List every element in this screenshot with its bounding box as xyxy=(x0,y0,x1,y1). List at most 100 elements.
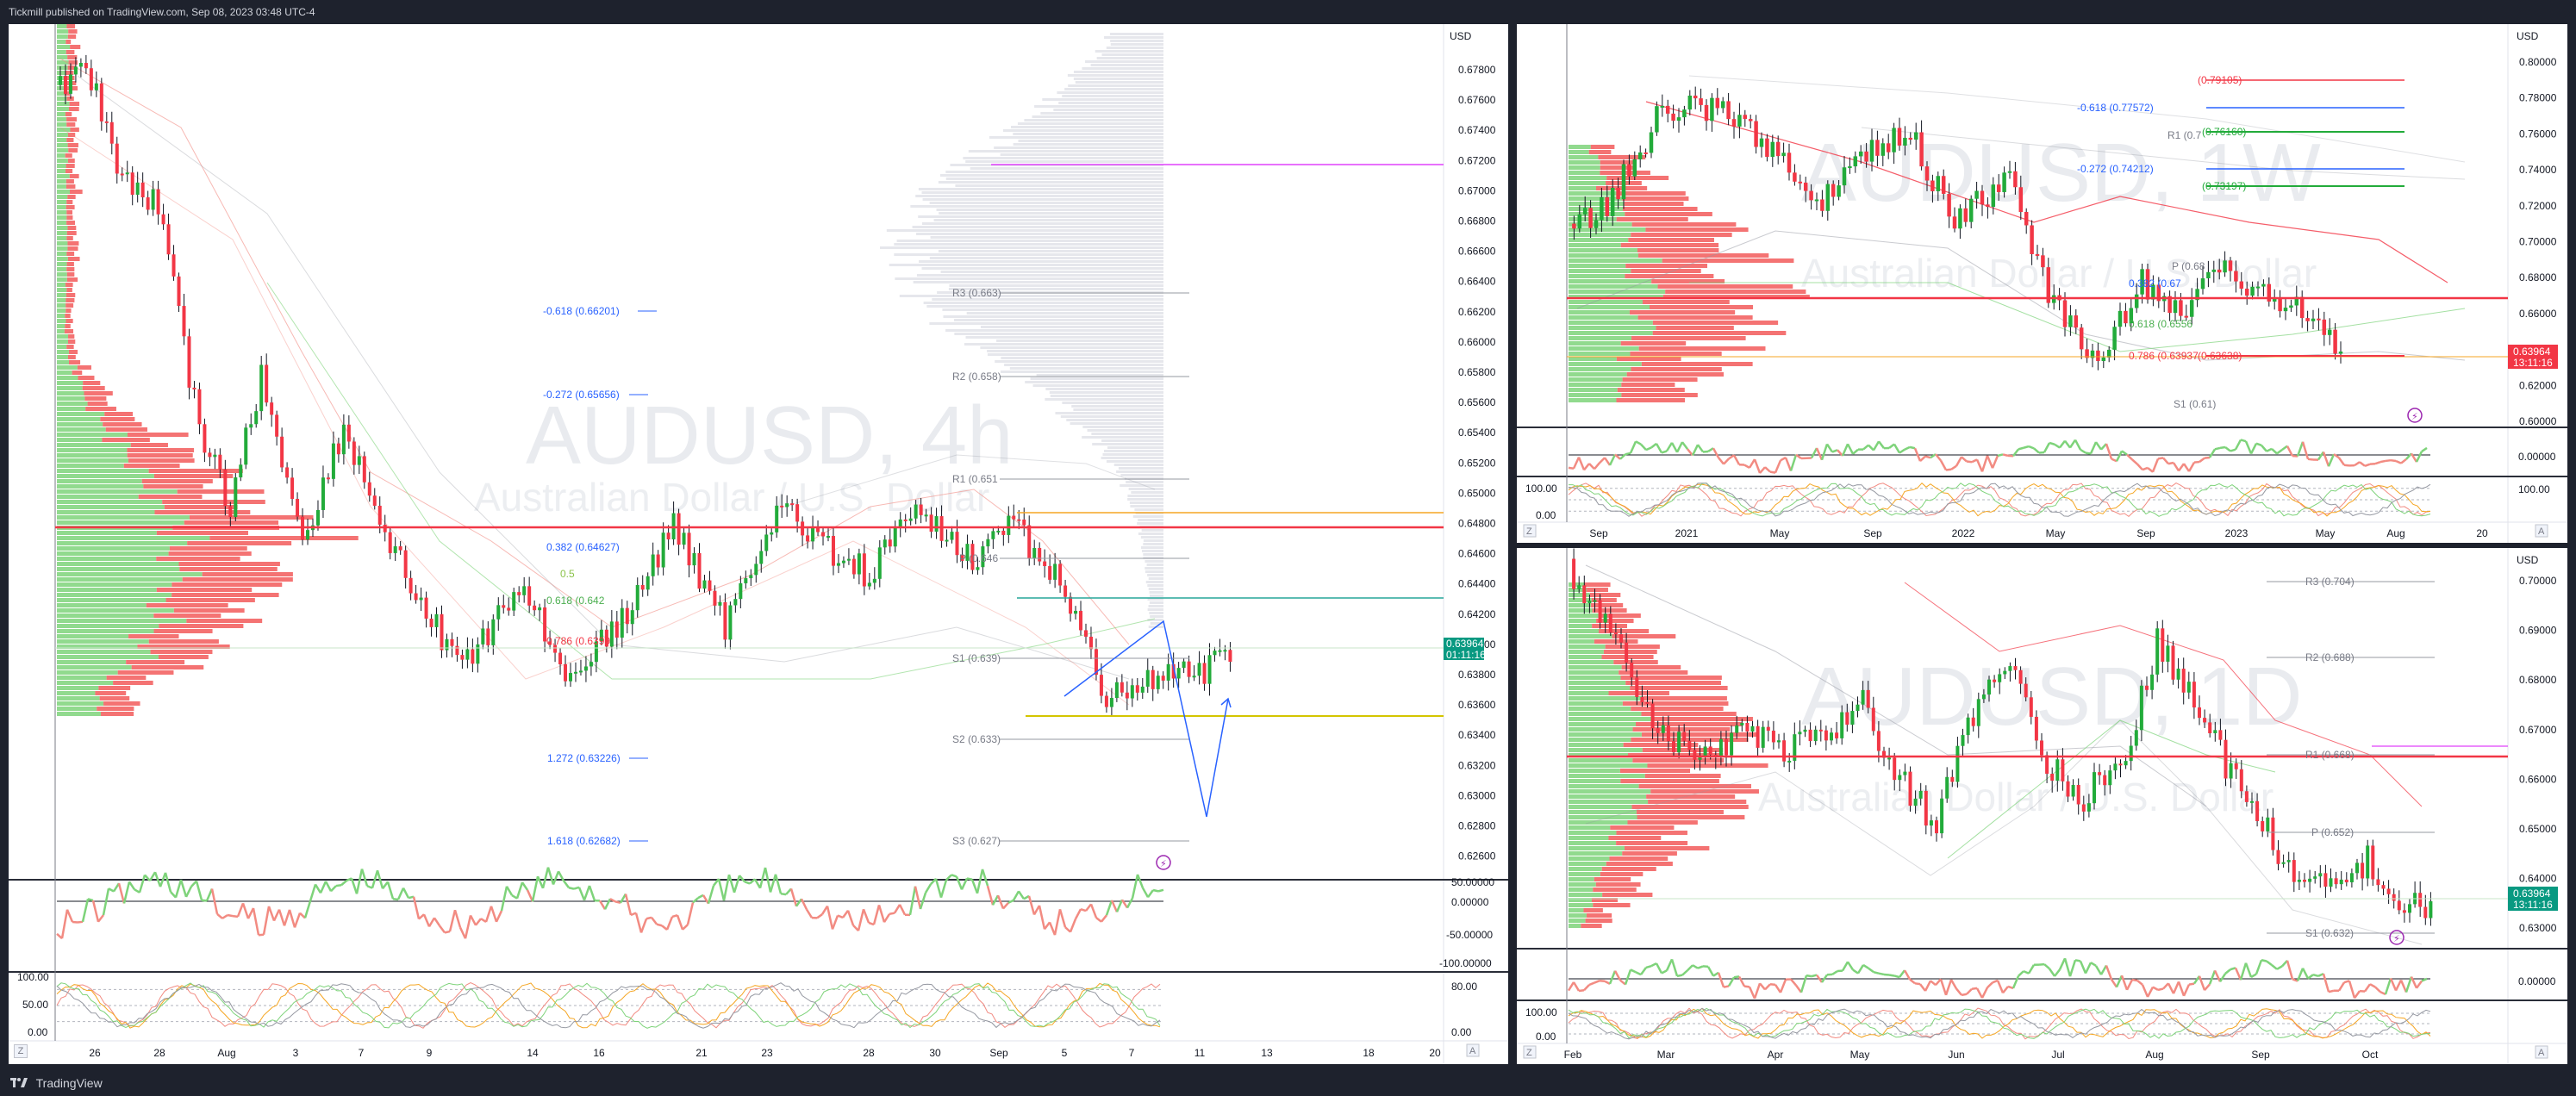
osc-line xyxy=(1930,981,1936,985)
profile-bar xyxy=(922,222,1163,225)
chart-4h-svg[interactable]: AUDUSD, 4h Australian Dollar / U.S. Doll… xyxy=(9,24,1508,1064)
profile-bar-buy xyxy=(1569,681,1625,685)
candle-body xyxy=(2190,300,2194,317)
zoom-button-weekly[interactable]: Z xyxy=(1526,526,1532,537)
candle-body xyxy=(59,76,62,84)
time-tick: Aug xyxy=(217,1047,235,1059)
candle-body xyxy=(2345,880,2348,882)
zoom-button-daily[interactable]: Z xyxy=(1526,1048,1532,1058)
time-tick: 13 xyxy=(1261,1047,1273,1059)
time-tick: 20 xyxy=(2476,527,2488,539)
candle-body xyxy=(1688,96,1693,109)
osc-line xyxy=(2220,974,2225,981)
profile-bar-buy xyxy=(1569,872,1600,876)
candle-body xyxy=(1038,548,1041,562)
profile-bar-sell xyxy=(1617,398,1686,402)
candle-body xyxy=(172,254,176,277)
candle-body xyxy=(64,76,67,94)
price-scale-weekly[interactable]: 0.800000.780000.760000.740000.720000.700… xyxy=(2519,56,2557,427)
profile-bar-sell xyxy=(128,453,193,458)
osc-line xyxy=(269,906,274,921)
profile-bar xyxy=(1130,505,1163,508)
profile-bar xyxy=(1018,140,1163,142)
auto-scale-button[interactable]: A xyxy=(1469,1046,1476,1056)
candle-body xyxy=(2124,311,2128,323)
osc-line xyxy=(1998,454,2003,455)
profile-bar-buy xyxy=(1569,326,1656,330)
profile-bar-sell xyxy=(84,391,112,395)
osc-line xyxy=(807,910,812,919)
candle-body xyxy=(2130,745,2133,761)
profile-bar-buy xyxy=(57,681,113,685)
candle-body xyxy=(909,519,913,521)
osc-line xyxy=(2080,450,2086,453)
price-scale-daily[interactable]: 0.700000.690000.680000.670000.660000.650… xyxy=(2519,575,2557,934)
profile-bar-sell xyxy=(68,257,80,261)
candle-body xyxy=(2245,791,2249,802)
fib-w-5: (0.73197) xyxy=(2202,180,2246,192)
candle-body xyxy=(1903,772,1906,775)
profile-bar-sell xyxy=(65,283,73,287)
pivot-d-r3: R3 (0.704) xyxy=(2305,576,2355,588)
chart-panel-weekly[interactable]: AUDUSD, 1W Australian Dollar / U.S. Doll… xyxy=(1517,24,2567,543)
profile-bar xyxy=(1001,153,1163,156)
profile-bar-sell xyxy=(203,572,293,576)
profile-bar-sell xyxy=(1600,160,1637,165)
candle-body xyxy=(2317,319,2321,321)
osc-line xyxy=(1775,460,1781,472)
candle-body xyxy=(1925,166,1930,180)
osc-line xyxy=(2070,960,2075,976)
candle-body xyxy=(2063,300,2068,327)
osc-line xyxy=(2380,461,2386,462)
osc-line xyxy=(1760,467,1765,473)
profile-bar xyxy=(1142,529,1163,532)
auto-scale-daily[interactable]: A xyxy=(2538,1048,2545,1058)
chart-daily-svg[interactable]: AUDUSD, 1D Australian Dollar / U.S. Doll… xyxy=(1517,548,2567,1064)
zoom-button-main[interactable]: Z xyxy=(14,1044,28,1058)
profile-bar xyxy=(1024,119,1163,121)
osc-line xyxy=(543,868,548,888)
profile-bar-sell xyxy=(1625,274,1713,278)
profile-bar-buy xyxy=(57,226,67,230)
profile-bar-buy xyxy=(57,438,102,442)
current-price-weekly: 0.63964 xyxy=(2513,346,2551,358)
candle-body xyxy=(1881,143,1886,156)
projection-path[interactable] xyxy=(1064,621,1228,817)
osc-line xyxy=(1589,983,1594,985)
candle-body xyxy=(1875,140,1880,155)
footer-brand[interactable]: TradingView xyxy=(36,1076,103,1090)
osc-line xyxy=(1682,970,1687,975)
profile-bar-sell xyxy=(127,448,194,452)
profile-bar-buy xyxy=(57,707,97,711)
profile-bar-sell xyxy=(1633,727,1731,732)
profile-bar-buy xyxy=(57,427,106,432)
chart-weekly-svg[interactable]: AUDUSD, 1W Australian Dollar / U.S. Doll… xyxy=(1517,24,2567,543)
profile-bar xyxy=(1091,64,1163,66)
candle-body xyxy=(2387,888,2391,894)
profile-bar-sell xyxy=(1621,243,1718,247)
profile-bar-buy xyxy=(57,324,65,328)
candle-body xyxy=(1887,757,1891,759)
osc-line xyxy=(1153,890,1158,891)
osc-line xyxy=(2168,983,2174,993)
osc-line xyxy=(1925,981,1930,991)
osc-line xyxy=(2039,452,2044,453)
chart-panel-4h[interactable]: AUDUSD, 4h Australian Dollar / U.S. Doll… xyxy=(9,24,1508,1064)
profile-bar xyxy=(1133,515,1163,518)
candle-body xyxy=(2019,670,2023,684)
chart-panel-daily[interactable]: AUDUSD, 1D Australian Dollar / U.S. Doll… xyxy=(1517,548,2567,1064)
candle-body xyxy=(1930,820,1933,825)
profile-bar xyxy=(1150,601,1163,604)
price-tick: 0.63000 xyxy=(1458,789,1496,801)
profile-bar xyxy=(1061,415,1163,418)
candle-body xyxy=(2201,278,2205,289)
auto-scale-weekly[interactable]: A xyxy=(2538,526,2545,537)
candle-body xyxy=(2429,901,2432,918)
osc-line xyxy=(1879,441,1884,448)
profile-bar-buy xyxy=(57,603,147,607)
profile-bar xyxy=(1148,608,1163,611)
candle-body xyxy=(2361,862,2364,878)
